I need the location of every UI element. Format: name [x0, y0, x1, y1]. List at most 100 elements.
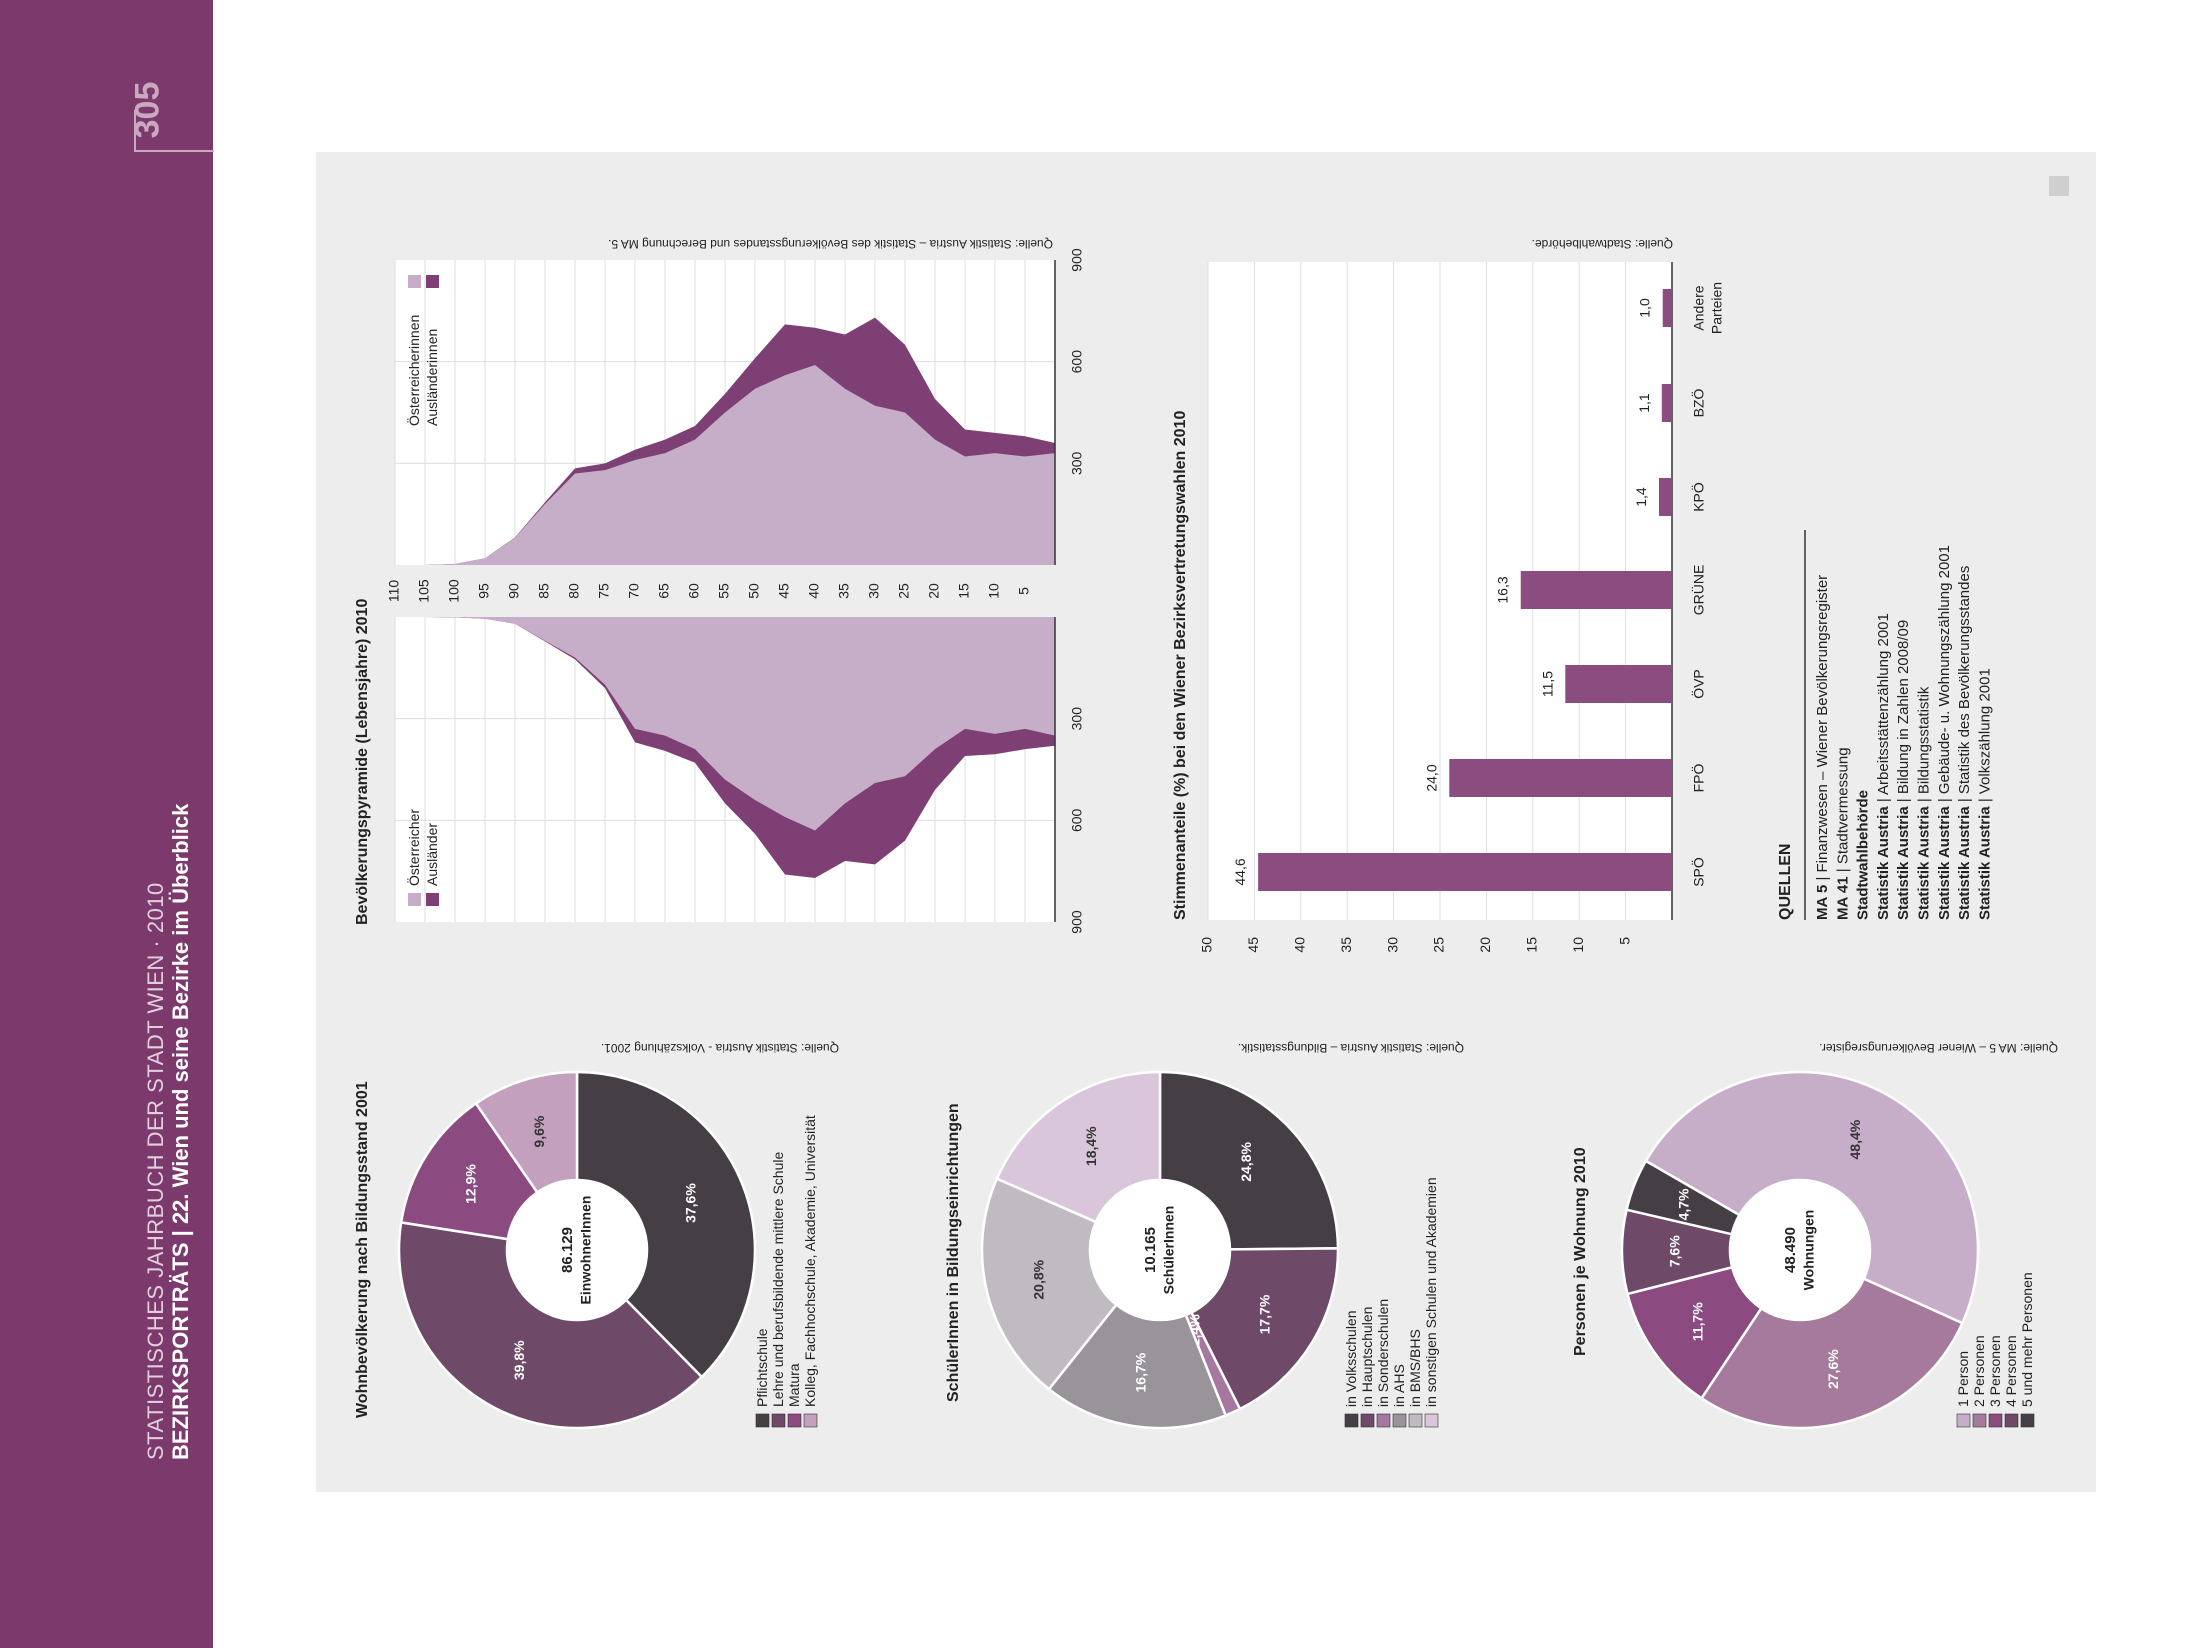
- sources-item-org: Statistik Austria: [1875, 806, 1892, 920]
- schools-value-label: 17,7%: [1257, 1294, 1273, 1334]
- schools-value-label: 24,8%: [1238, 1142, 1254, 1182]
- pyramid-age-tick: 5: [1016, 587, 1032, 595]
- pyramid-age-tick: 30: [866, 583, 882, 599]
- pyramid-age-tick: 95: [476, 583, 492, 599]
- pyramid-women-legend-label: Österreicherinnen: [405, 315, 422, 426]
- votes-axis-tick: 10: [1570, 937, 1586, 953]
- households-legend-swatch: [1988, 1413, 2003, 1428]
- sources-item: MA 41 | Stadtvermessung: [1834, 747, 1851, 920]
- votes-source: Quelle: Stadtwahlbehörde.: [1532, 237, 1673, 251]
- households-value-label: 11,7%: [1690, 1302, 1706, 1341]
- pyramid-men-legend-label: Ausländer: [424, 823, 440, 886]
- households-hole: [1730, 1180, 1870, 1320]
- sources-item-org: Statistik Austria: [1936, 806, 1953, 920]
- votes-category-label: Parteien: [1709, 282, 1725, 334]
- schools-title: SchülerInnen in Bildungseinrichtungen: [945, 1103, 962, 1402]
- sources-item: Statistik Austria | Statistik des Bevölk…: [1956, 566, 1973, 920]
- pyramid-men-austrians-area: [395, 617, 1055, 831]
- votes-axis-tick: 15: [1524, 937, 1540, 953]
- votes-title: Stimmenanteile (%) bei den Wiener Bezirk…: [1172, 411, 1189, 920]
- sources-item: Statistik Austria | Gebäude- u. Wohnungs…: [1936, 545, 1953, 920]
- pyramid-age-tick: 15: [956, 583, 972, 599]
- pyramid-age-tick: 10: [986, 583, 1002, 599]
- votes-bar: [1661, 384, 1672, 422]
- pyramid-age-tick: 110: [386, 580, 402, 603]
- education-value-label: 39,8%: [511, 1340, 527, 1380]
- education-center-label: EinwohnerInnen: [578, 1196, 594, 1305]
- votes-bar: [1449, 759, 1672, 797]
- votes-axis-tick: 25: [1431, 937, 1447, 953]
- pyramid-age-tick: 105: [416, 579, 432, 603]
- pyramid-women-austrians-area: [395, 365, 1055, 565]
- votes-axis-tick: 5: [1616, 937, 1632, 945]
- households-legend-swatch: [2004, 1413, 2019, 1428]
- schools-legend-label: in Hauptschulen: [1359, 1307, 1375, 1407]
- pyramid-age-tick: 90: [506, 583, 522, 599]
- education-center-value: 86.129: [559, 1227, 576, 1273]
- sources-item-org: MA 41: [1834, 876, 1851, 920]
- sources-item-text: | Bildung in Zahlen 2008/09: [1895, 620, 1912, 807]
- pyramid-men-legend-label: Österreicher: [405, 809, 422, 886]
- pyramid-title: Bevölkerungspyramide (Lebensjahre) 2010: [354, 599, 371, 925]
- pyramid-men-count-tick: 300: [1069, 707, 1085, 731]
- votes-value-label: 16,3: [1495, 576, 1511, 603]
- votes-axis-tick: 35: [1338, 937, 1354, 953]
- schools-legend-label: in Sonderschulen: [1375, 1299, 1391, 1407]
- votes-value-label: 1,0: [1637, 298, 1653, 318]
- pyramid-women-legend-swatch: [426, 275, 439, 288]
- schools-legend-swatch: [1376, 1413, 1391, 1428]
- sources-item-org: Statistik Austria: [1976, 806, 1993, 920]
- votes-axis-tick: 45: [1245, 937, 1261, 953]
- schools-legend-swatch: [1408, 1413, 1423, 1428]
- schools-legend-label: in Volksschulen: [1343, 1310, 1359, 1407]
- sources-item-org: MA 5: [1814, 885, 1831, 920]
- schools-legend-swatch: [1424, 1413, 1439, 1428]
- votes-bar: [1662, 289, 1672, 327]
- pyramid-age-tick: 75: [596, 583, 612, 599]
- votes-value-label: 44,6: [1232, 858, 1248, 885]
- pyramid-women-legend-swatch: [408, 275, 421, 288]
- pyramid-women-count-tick: 300: [1069, 451, 1085, 475]
- schools-slice: [1189, 1247, 1340, 1411]
- households-value-label: 48,4%: [1847, 1119, 1863, 1159]
- pyramid-age-tick: 45: [776, 583, 792, 599]
- education-legend-swatch: [771, 1413, 786, 1428]
- votes-value-label: 1,4: [1633, 487, 1649, 507]
- votes-bar: [1565, 665, 1672, 703]
- pyramid-age-tick: 20: [926, 583, 942, 599]
- pyramid-age-tick: 70: [626, 583, 642, 599]
- schools-hole: [1090, 1180, 1230, 1320]
- sources-item: Statistik Austria | Bildungsstatistik: [1916, 686, 1933, 920]
- education-legend-label: Pflichtschule: [754, 1328, 770, 1407]
- households-donut: Personen je Wohnung 2010 Quelle: MA 5 – W…: [1572, 1041, 2058, 1430]
- households-legend-label: 3 Personen: [1987, 1335, 2003, 1407]
- sources-item-org: Statistik Austria: [1895, 806, 1912, 920]
- votes-category-label: FPÖ: [1690, 764, 1707, 793]
- education-value-label: 9,6%: [531, 1115, 547, 1147]
- sources-item-text: | Bildungsstatistik: [1916, 686, 1933, 806]
- votes-category-label: KPÖ: [1690, 482, 1707, 512]
- pyramid-chart: Bevölkerungspyramide (Lebensjahre) 2010 Q…: [354, 237, 1085, 934]
- households-legend-label: 2 Personen: [1971, 1335, 1987, 1407]
- votes-category-label: BZÖ: [1690, 389, 1707, 418]
- sources-item-text: | Arbeitsstättenzählung 2001: [1875, 613, 1892, 806]
- schools-value-label: 20,8%: [1030, 1259, 1046, 1299]
- sources-item-text: | Statistik des Bevölkerungsstandes: [1956, 566, 1973, 807]
- sources-item-text: | Stadtvermessung: [1834, 747, 1851, 876]
- education-legend-swatch: [787, 1413, 802, 1428]
- sources-item-org: Statistik Austria: [1956, 806, 1973, 920]
- households-center-value: 48.490: [1782, 1227, 1799, 1273]
- corner-square: [2049, 176, 2069, 196]
- votes-bar: [1258, 853, 1672, 891]
- schools-value-label: 18,4%: [1083, 1126, 1099, 1166]
- pyramid-age-tick: 35: [836, 583, 852, 599]
- votes-axis-tick: 40: [1292, 937, 1308, 953]
- votes-category-label: ÖVP: [1690, 669, 1707, 699]
- votes-value-label: 24,0: [1423, 764, 1439, 791]
- pyramid-age-tick: 55: [716, 583, 732, 599]
- votes-bar: [1659, 478, 1672, 516]
- sidebar: [0, 0, 213, 1648]
- sources-item: Statistik Austria | Bildung in Zahlen 20…: [1895, 620, 1912, 920]
- page-rule-vertical: [134, 110, 136, 150]
